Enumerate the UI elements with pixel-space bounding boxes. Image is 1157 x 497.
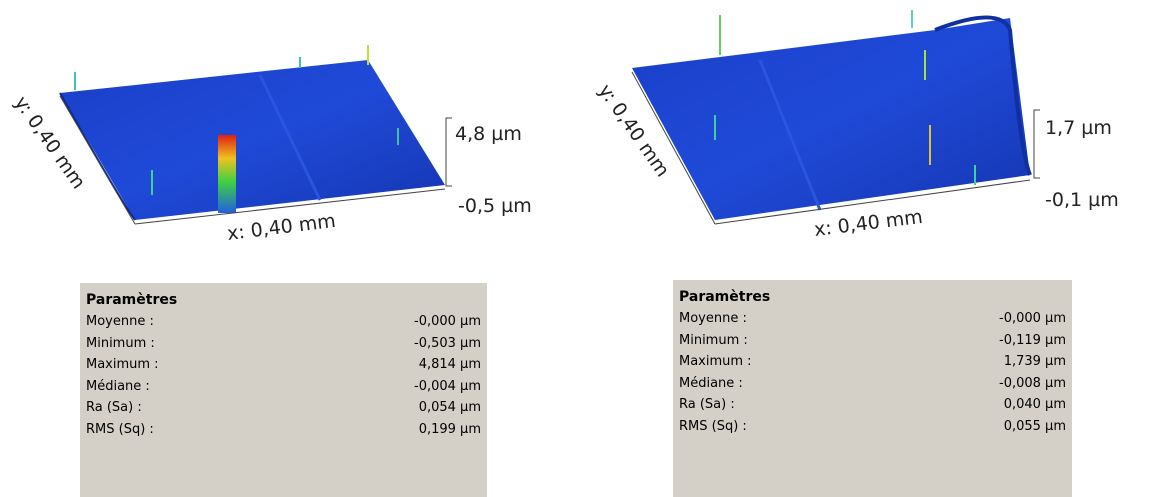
parameter-value: 0,040 µm xyxy=(1003,397,1066,412)
parameter-value: -0,004 µm xyxy=(414,378,481,394)
parameter-name: Médiane : xyxy=(679,375,743,391)
table-row: Minimum : -0,503 µm xyxy=(86,333,481,355)
table-row: Maximum : 1,739 µm xyxy=(679,351,1066,373)
table-row: Ra (Sa) : 0,040 µm xyxy=(679,394,1066,416)
parameter-name: Minimum : xyxy=(86,335,155,351)
parameter-name: Ra (Sa) : xyxy=(679,397,735,412)
parameter-name: Médiane : xyxy=(86,378,150,394)
parameter-value: 0,199 µm xyxy=(418,421,481,437)
parameter-value: -0,000 µm xyxy=(999,311,1066,326)
z-min-label: -0,5 µm xyxy=(458,195,532,217)
parameter-name: Maximum : xyxy=(679,354,752,369)
z-max-label: 4,8 µm xyxy=(455,123,522,145)
table-title: Paramètres xyxy=(679,289,771,305)
parameter-value: -0,000 µm xyxy=(414,314,481,329)
table-row: Moyenne : -0,000 µm xyxy=(86,311,481,333)
parameter-value: 0,054 µm xyxy=(418,400,481,415)
table-row: RMS (Sq) : 0,199 µm xyxy=(86,419,481,441)
parameter-value: -0,119 µm xyxy=(999,332,1066,348)
surface-right: 1,7 µm -0,1 µm x: 0,40 mm y: 0,40 mm xyxy=(594,10,1119,241)
parameter-name: RMS (Sq) : xyxy=(86,421,154,437)
x-axis-label: x: 0,40 mm xyxy=(226,210,337,245)
parameter-name: Moyenne : xyxy=(679,311,747,326)
table-title: Paramètres xyxy=(86,292,178,308)
parameter-name: Maximum : xyxy=(86,357,159,372)
parameter-name: RMS (Sq) : xyxy=(679,418,747,434)
surface-left: 4,8 µm -0,5 µm x: 0,40 mm y: 0,40 mm xyxy=(10,45,532,245)
parameter-value: 4,814 µm xyxy=(418,357,481,372)
parameter-value: -0,503 µm xyxy=(414,335,481,351)
table-row: Médiane : -0,008 µm xyxy=(679,373,1066,395)
x-axis-label: x: 0,40 mm xyxy=(813,206,924,241)
parameter-name: Minimum : xyxy=(679,332,748,348)
table-row: Maximum : 4,814 µm xyxy=(86,354,481,376)
plots: 4,8 µm -0,5 µm x: 0,40 mm y: 0,40 mm 1,7… xyxy=(10,10,1119,245)
z-min-label: -0,1 µm xyxy=(1045,189,1119,211)
table-row: Médiane : -0,004 µm xyxy=(86,376,481,398)
z-max-label: 1,7 µm xyxy=(1045,117,1112,139)
parameters-table: Paramètres Moyenne : -0,000 µm Minimum : -0,… xyxy=(80,283,487,497)
parameters-table: Paramètres Moyenne : -0,000 µm Minimum : -0,… xyxy=(673,280,1072,497)
parameter-value: -0,008 µm xyxy=(999,375,1066,391)
table-row: RMS (Sq) : 0,055 µm xyxy=(679,416,1066,438)
table-row: Ra (Sa) : 0,054 µm xyxy=(86,397,481,419)
table-row: Minimum : -0,119 µm xyxy=(679,330,1066,352)
parameter-value: 1,739 µm xyxy=(1003,354,1066,369)
parameter-value: 0,055 µm xyxy=(1003,418,1066,434)
parameter-name: Ra (Sa) : xyxy=(86,400,142,415)
parameter-name: Moyenne : xyxy=(86,314,154,329)
table-row: Moyenne : -0,000 µm xyxy=(679,308,1066,330)
